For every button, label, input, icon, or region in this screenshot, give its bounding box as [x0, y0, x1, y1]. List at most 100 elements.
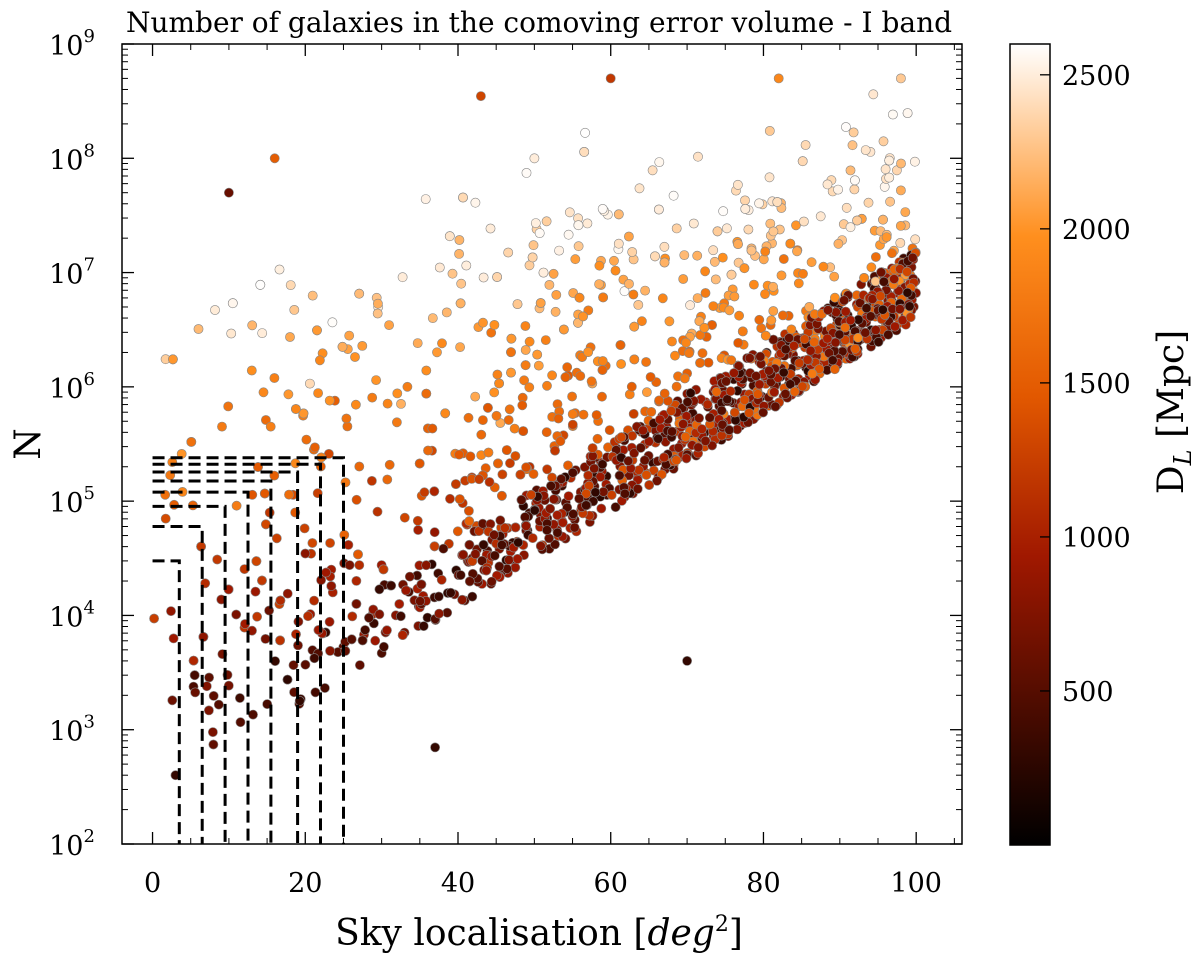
data-point	[167, 354, 178, 365]
data-point	[831, 307, 841, 318]
y-tick-label: 105	[49, 483, 95, 519]
dashed-limit-box	[152, 479, 273, 844]
data-point	[223, 401, 234, 412]
data-point	[251, 556, 262, 567]
data-point	[671, 381, 682, 392]
data-point	[805, 345, 816, 356]
data-point	[549, 494, 559, 505]
data-point	[729, 407, 740, 418]
data-point	[269, 373, 280, 383]
data-point	[743, 224, 754, 235]
data-point	[478, 539, 489, 550]
data-point	[464, 516, 475, 527]
x-tick-label: 40	[441, 868, 475, 899]
data-point	[841, 122, 851, 132]
data-point	[552, 527, 563, 538]
data-point	[313, 388, 323, 398]
data-point	[623, 456, 634, 466]
data-point	[166, 606, 176, 616]
data-point	[615, 340, 626, 350]
data-point	[512, 299, 523, 309]
data-point	[578, 409, 589, 420]
data-point	[397, 630, 408, 640]
data-point	[614, 470, 625, 481]
data-point	[351, 576, 362, 586]
data-point	[527, 533, 538, 543]
data-point	[548, 268, 559, 279]
data-point	[650, 251, 660, 262]
data-point	[639, 455, 650, 466]
data-point	[633, 299, 644, 310]
data-point	[298, 408, 309, 419]
data-point	[616, 432, 627, 443]
data-point	[792, 246, 802, 257]
data-point	[384, 459, 395, 470]
data-point	[868, 89, 879, 100]
data-point	[628, 289, 639, 300]
data-point	[160, 513, 171, 524]
data-point	[312, 325, 322, 336]
data-point	[754, 198, 764, 209]
data-point	[744, 353, 755, 363]
data-point	[768, 281, 778, 292]
data-point	[725, 386, 736, 397]
data-point	[804, 301, 815, 312]
data-point	[654, 395, 664, 406]
data-point	[489, 319, 500, 330]
data-point	[740, 203, 751, 214]
dashed-limit-box	[152, 559, 181, 844]
data-point	[624, 231, 634, 242]
data-point	[533, 360, 544, 371]
data-point	[542, 525, 552, 535]
data-point	[275, 635, 285, 646]
data-point	[494, 378, 504, 389]
data-point	[465, 451, 476, 462]
data-point	[880, 164, 891, 175]
data-point	[343, 540, 354, 550]
data-point	[324, 395, 335, 406]
data-point	[839, 295, 849, 306]
data-point	[167, 695, 178, 706]
data-point	[427, 423, 438, 434]
data-point	[550, 445, 560, 456]
dashed-limit-box	[152, 490, 250, 844]
data-point	[529, 505, 540, 516]
data-point	[203, 705, 214, 716]
data-point	[429, 486, 440, 497]
data-point	[309, 595, 319, 606]
data-point	[562, 502, 573, 513]
data-point	[300, 548, 311, 559]
data-point	[432, 347, 442, 358]
data-point	[367, 392, 378, 403]
colorbar-tick-label: 500	[1062, 677, 1114, 708]
data-point	[535, 541, 546, 551]
data-point	[521, 462, 531, 473]
data-point	[789, 340, 799, 351]
data-point	[760, 289, 770, 299]
data-point	[628, 408, 639, 419]
data-point	[754, 314, 765, 325]
data-point	[503, 415, 514, 425]
data-point	[685, 300, 695, 311]
data-point	[227, 298, 238, 309]
data-point	[482, 402, 493, 413]
data-point	[878, 214, 888, 225]
data-point	[231, 609, 242, 620]
data-point	[429, 541, 440, 552]
data-point	[746, 245, 757, 256]
data-point	[275, 595, 286, 606]
data-point	[481, 565, 492, 576]
data-point	[477, 555, 487, 566]
data-point	[693, 442, 704, 453]
data-point	[697, 348, 708, 359]
data-point	[760, 246, 771, 257]
data-point	[772, 197, 783, 207]
data-point	[394, 599, 405, 609]
data-point	[567, 467, 578, 478]
data-point	[208, 739, 219, 750]
data-point	[285, 332, 295, 342]
data-point	[729, 368, 739, 378]
data-point	[620, 488, 630, 499]
data-point	[778, 254, 789, 264]
